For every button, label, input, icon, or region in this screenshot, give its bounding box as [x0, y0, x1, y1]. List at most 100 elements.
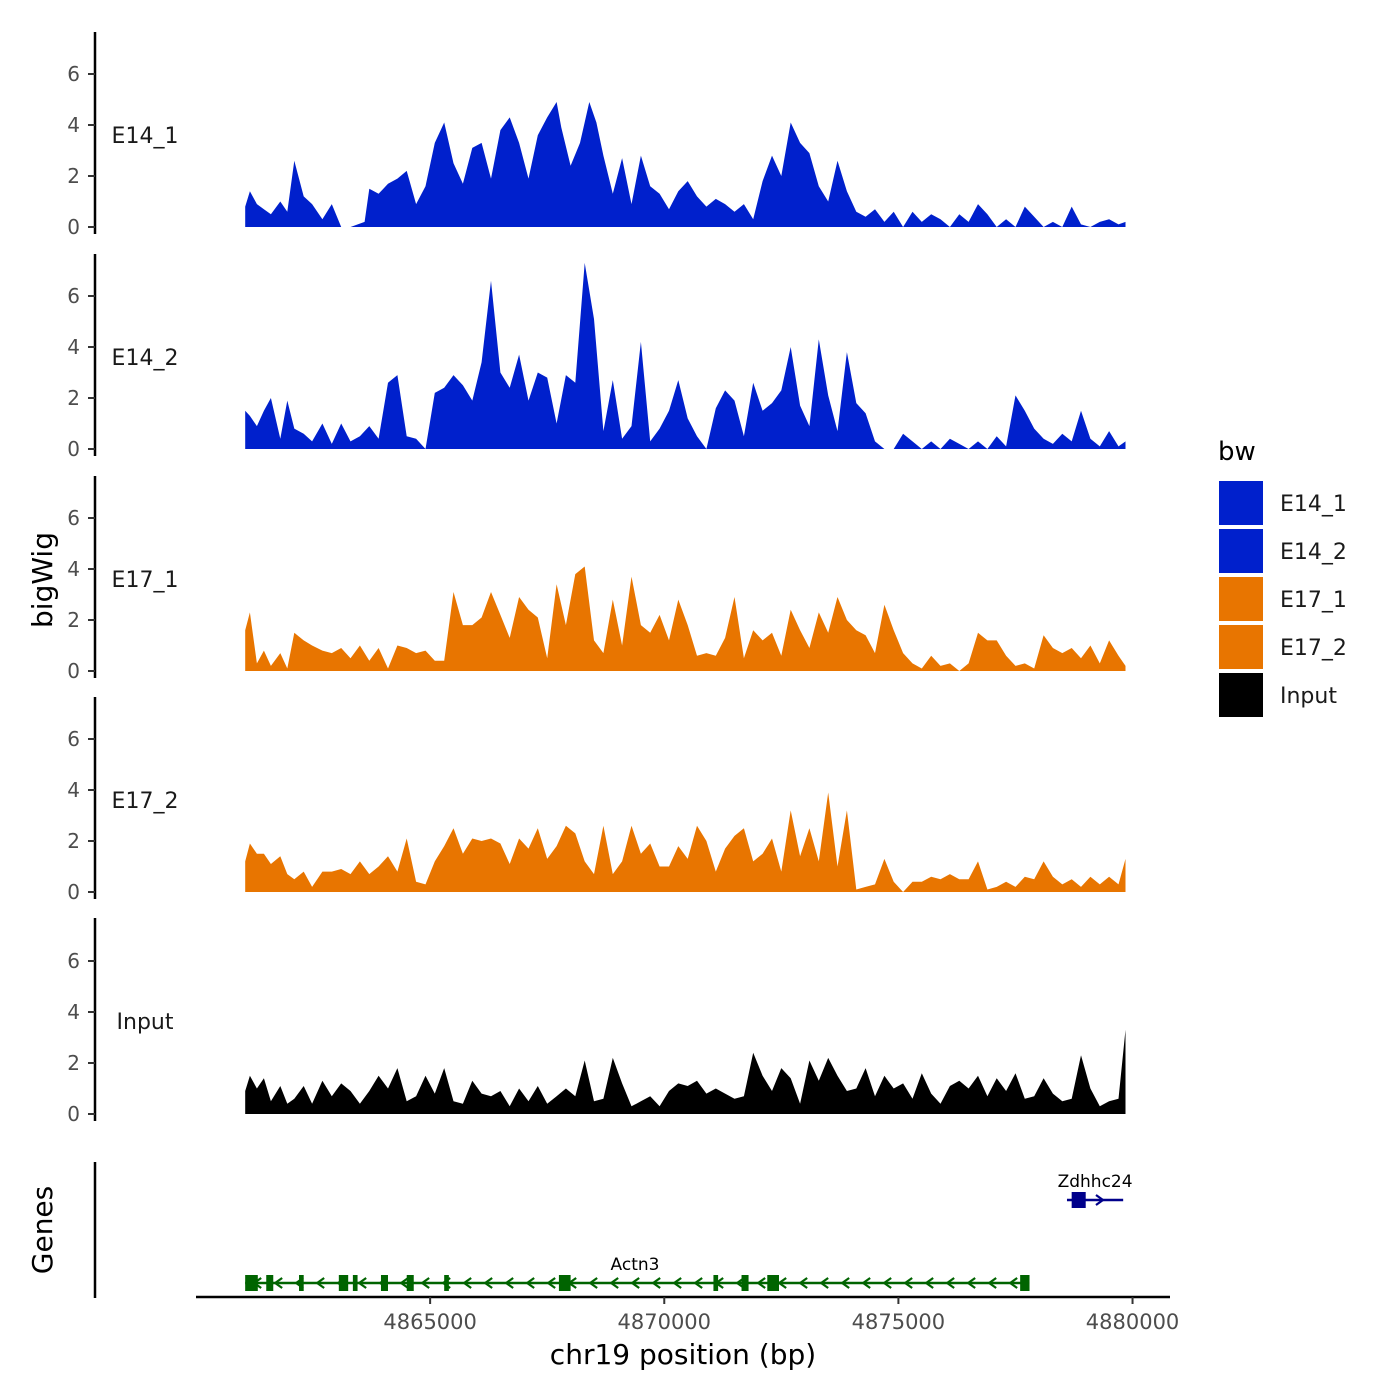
strand-chevron [483, 1277, 493, 1289]
gene-label-Zdhhc24: Zdhhc24 [1058, 1172, 1133, 1192]
gene-Zdhhc24: Zdhhc24 [1058, 1172, 1133, 1208]
y-tick-label: 0 [67, 659, 80, 683]
track-E17_1: 0 2 4 6 E17_1 [67, 476, 1126, 683]
gene-exon [338, 1275, 349, 1291]
y-tick-label: 2 [67, 608, 80, 632]
signal-area-Input [245, 1029, 1126, 1114]
strand-chevron [420, 1277, 430, 1289]
y-tick-label: 6 [67, 62, 80, 86]
y-tick-label: 6 [67, 727, 80, 751]
legend-swatch-Input [1219, 673, 1263, 717]
x-tick-label: 4870000 [618, 1310, 712, 1334]
strand-chevron [315, 1277, 325, 1289]
y-tick-label: 0 [67, 1102, 80, 1126]
gene-exon [558, 1275, 571, 1291]
signal-area-E17_2 [245, 792, 1126, 892]
x-tick-label: 4880000 [1086, 1310, 1180, 1334]
gene-exon [1020, 1275, 1030, 1291]
gene-exon [299, 1275, 304, 1291]
legend-label-E17_2: E17_2 [1280, 636, 1347, 661]
y-axis-title: bigWig [26, 532, 59, 628]
strand-chevron [588, 1277, 598, 1289]
signal-area-E14_2 [245, 262, 1126, 449]
legend-label-E14_2: E14_2 [1280, 540, 1347, 565]
y-tick-label: 2 [67, 386, 80, 410]
gene-exon [245, 1275, 258, 1291]
strand-chevron [672, 1277, 682, 1289]
y-tick-label: 2 [67, 164, 80, 188]
track-label-E17_2: E17_2 [112, 789, 179, 814]
gene-label-Actn3: Actn3 [611, 1255, 660, 1275]
legend-swatch-E14_2 [1219, 529, 1263, 573]
signal-tracks: 0 2 4 6 E14_1 0 2 4 6 E14_2 0 2 4 6 E17_1 0 2 4 6 E17_2 0 2 4 6… [67, 32, 1126, 1126]
track-label-E14_2: E14_2 [112, 346, 179, 371]
y-tick-label: 4 [67, 778, 80, 802]
strand-chevron [609, 1277, 619, 1289]
y-tick-label: 6 [67, 284, 80, 308]
strand-chevron [966, 1277, 976, 1289]
strand-chevron [525, 1277, 535, 1289]
strand-chevron [798, 1277, 808, 1289]
track-label-E17_1: E17_1 [112, 568, 179, 593]
y-tick-label: 4 [67, 557, 80, 581]
gene-exon [444, 1275, 449, 1291]
strand-chevron [756, 1277, 766, 1289]
x-axis: 4865000 4870000 4875000 4880000 [196, 1295, 1180, 1334]
legend-label-E17_1: E17_1 [1280, 588, 1347, 613]
track-label-Input: Input [117, 1010, 174, 1035]
x-axis-title: chr19 position (bp) [550, 1338, 816, 1371]
gene-track: Actn3 Zdhhc24 [93, 1162, 1133, 1298]
y-tick-label: 2 [67, 829, 80, 853]
track-label-E14_1: E14_1 [112, 124, 179, 149]
strand-chevron [504, 1277, 514, 1289]
strand-chevron [945, 1277, 955, 1289]
gene-exon [266, 1275, 274, 1291]
y-tick-label: 2 [67, 1051, 80, 1075]
strand-chevron [693, 1277, 703, 1289]
track-E14_2: 0 2 4 6 E14_2 [67, 254, 1126, 461]
strand-chevron [1008, 1277, 1018, 1289]
strand-chevron [273, 1277, 283, 1289]
strand-chevron [462, 1277, 472, 1289]
strand-chevron [819, 1277, 829, 1289]
legend-label-E14_1: E14_1 [1280, 492, 1347, 517]
y-tick-label: 4 [67, 1000, 80, 1024]
legend-swatch-E17_2 [1219, 625, 1263, 669]
gene-exon [713, 1275, 719, 1291]
signal-area-E17_1 [245, 566, 1126, 671]
strand-chevron [882, 1277, 892, 1289]
y-tick-label: 0 [67, 215, 80, 239]
x-tick-label: 4865000 [383, 1310, 477, 1334]
legend-title: bw [1218, 437, 1256, 467]
strand-chevron [651, 1277, 661, 1289]
track-Input: 0 2 4 6 Input [67, 918, 1126, 1126]
gene-exon [1071, 1192, 1086, 1208]
x-tick-label: 4875000 [852, 1310, 946, 1334]
track-E17_2: 0 2 4 6 E17_2 [67, 697, 1126, 904]
strand-chevron [903, 1277, 913, 1289]
strand-chevron [924, 1277, 934, 1289]
gene-exon [352, 1275, 358, 1291]
gene-exon [380, 1275, 388, 1291]
gene-exon [767, 1275, 779, 1291]
strand-chevron [357, 1277, 367, 1289]
signal-area-E14_1 [245, 102, 1126, 227]
legend: bw E14_1 E14_2 E17_1 E17_2 Input [1218, 437, 1347, 717]
gene-Actn3: Actn3 [245, 1255, 1030, 1291]
genes-axis-title: Genes [26, 1186, 59, 1274]
strand-chevron [630, 1277, 640, 1289]
strand-chevron [399, 1277, 409, 1289]
gene-exon [741, 1275, 749, 1291]
strand-chevron [861, 1277, 871, 1289]
y-tick-label: 4 [67, 335, 80, 359]
strand-chevron [777, 1277, 787, 1289]
y-tick-label: 4 [67, 113, 80, 137]
legend-swatch-E17_1 [1219, 577, 1263, 621]
y-tick-label: 0 [67, 880, 80, 904]
strand-chevron [987, 1277, 997, 1289]
strand-chevron [1095, 1194, 1105, 1206]
legend-swatch-E14_1 [1219, 481, 1263, 525]
y-tick-label: 6 [67, 506, 80, 530]
y-tick-label: 0 [67, 437, 80, 461]
